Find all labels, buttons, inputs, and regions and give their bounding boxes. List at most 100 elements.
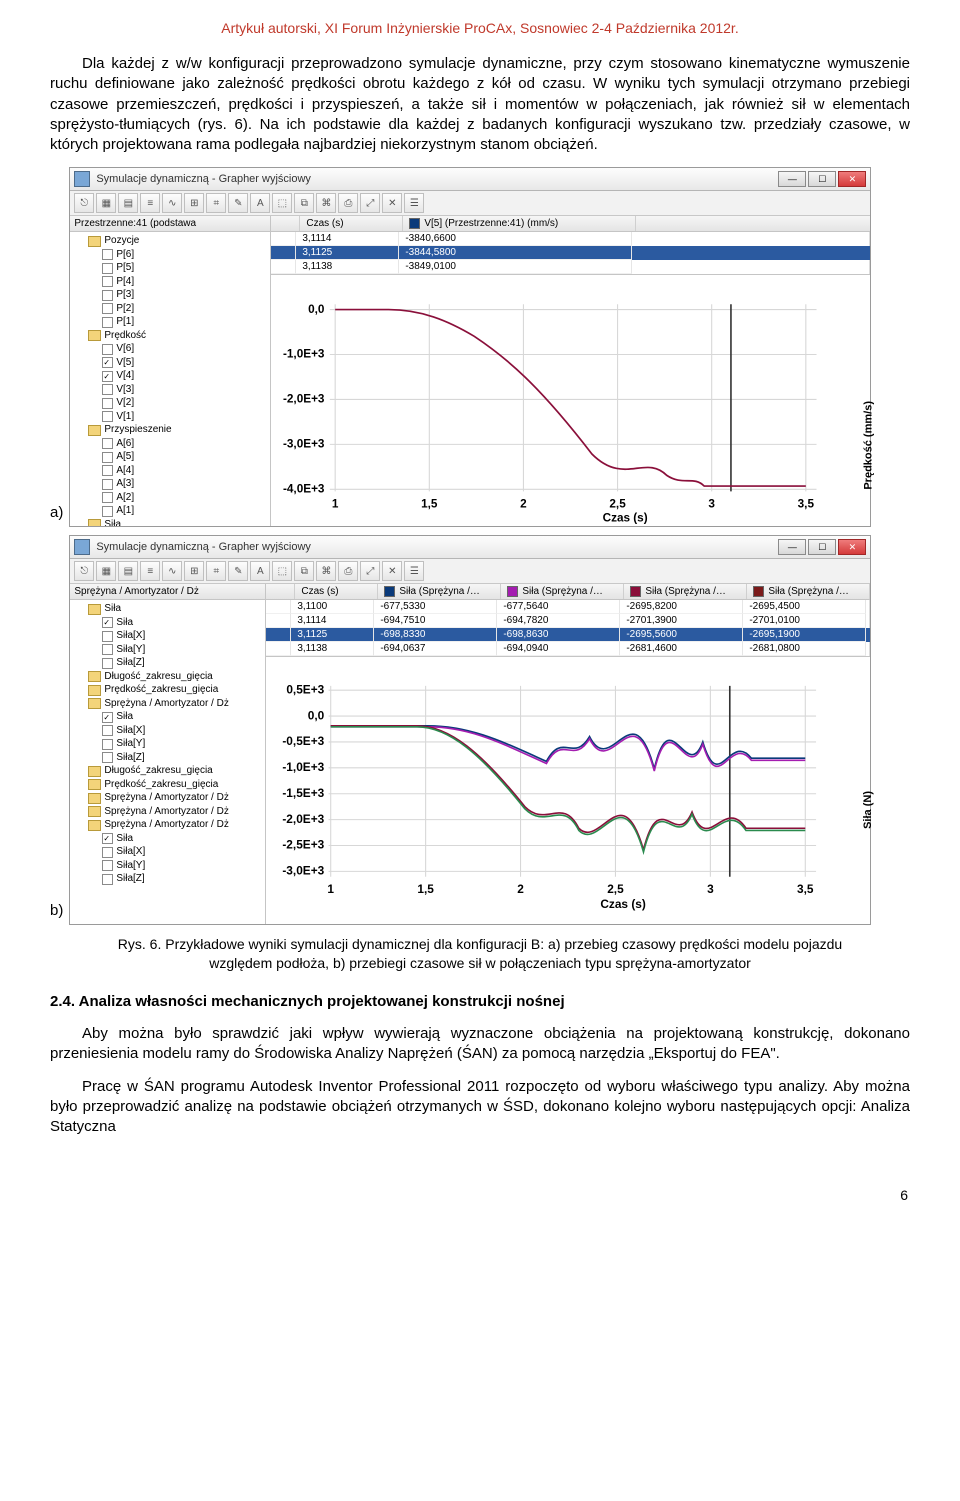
checkbox-icon[interactable] [102, 290, 113, 301]
toolbar-button[interactable]: ▤ [118, 193, 138, 213]
tree-item[interactable]: V[4] [74, 369, 268, 383]
grid-row[interactable]: 3,1114-3840,6600 [271, 232, 870, 246]
tree-group[interactable]: Siła [74, 518, 268, 527]
minimize-button[interactable]: — [778, 539, 806, 555]
checkbox-icon[interactable] [102, 658, 113, 669]
toolbar-button[interactable]: ⬚ [272, 193, 292, 213]
checkbox-icon[interactable] [102, 371, 113, 382]
grid-row[interactable]: 3,1138-3849,0100 [271, 260, 870, 274]
tree-group[interactable]: Pozycje [74, 234, 268, 248]
grid-column-header[interactable]: Siła (Sprężyna /… [501, 584, 624, 599]
grid-column-header[interactable]: Siła (Sprężyna /… [624, 584, 747, 599]
toolbar-button[interactable]: ⤢ [360, 193, 380, 213]
checkbox-icon[interactable] [102, 317, 113, 328]
checkbox-icon[interactable] [102, 631, 113, 642]
toolbar-button[interactable]: ☰ [404, 561, 424, 581]
checkbox-icon[interactable] [102, 384, 113, 395]
toolbar-button[interactable]: ☰ [404, 193, 424, 213]
toolbar-button[interactable]: ✕ [382, 561, 402, 581]
tree-item[interactable]: A[3] [74, 477, 268, 491]
toolbar-button[interactable]: ⌘ [316, 561, 336, 581]
tree-item[interactable]: V[2] [74, 396, 268, 410]
toolbar-button[interactable]: ✕ [382, 193, 402, 213]
tree-item[interactable]: P[4] [74, 275, 268, 289]
toolbar-button[interactable]: ▦ [96, 561, 116, 581]
tree-item[interactable]: P[3] [74, 288, 268, 302]
toolbar-button[interactable]: ⎙ [338, 561, 358, 581]
tree-item[interactable]: A[6] [74, 437, 268, 451]
checkbox-icon[interactable] [102, 249, 113, 260]
toolbar-button[interactable]: ⎙ [338, 193, 358, 213]
close-button[interactable]: ✕ [838, 539, 866, 555]
checkbox-icon[interactable] [102, 303, 113, 314]
checkbox-icon[interactable] [102, 479, 113, 490]
checkbox-icon[interactable] [102, 411, 113, 422]
tree-item[interactable]: A[2] [74, 491, 268, 505]
checkbox-icon[interactable] [102, 847, 113, 858]
grid-body-b[interactable]: 3,1100-677,5330-677,5640-2695,8200-2695,… [266, 600, 870, 656]
tree-group[interactable]: Prędkość_zakresu_gięcia [74, 778, 263, 792]
toolbar-button[interactable]: A [250, 561, 270, 581]
grid-row[interactable]: 3,1100-677,5330-677,5640-2695,8200-2695,… [266, 600, 870, 614]
tree-group[interactable]: Sprężyna / Amortyzator / Dż [74, 697, 263, 711]
checkbox-icon[interactable] [102, 492, 113, 503]
tree-group[interactable]: Przyspieszenie [74, 423, 268, 437]
tree-item[interactable]: V[1] [74, 410, 268, 424]
toolbar-button[interactable]: A [250, 193, 270, 213]
grid-column-header[interactable]: V[5] (Przestrzenne:41) (mm/s) [403, 216, 636, 231]
tree-item[interactable]: Siła[X] [74, 629, 263, 643]
grid-row[interactable]: 3,1125-698,8330-698,8630-2695,5600-2695,… [266, 628, 870, 642]
toolbar-button[interactable]: ⧉ [294, 561, 314, 581]
grid-row[interactable]: 3,1125-3844,5800 [271, 246, 870, 260]
tree-item[interactable]: Siła[Z] [74, 872, 263, 886]
toolbar-button[interactable]: ⤢ [360, 561, 380, 581]
checkbox-icon[interactable] [102, 506, 113, 517]
toolbar-button[interactable]: ⊞ [184, 561, 204, 581]
tree-item[interactable]: V[5] [74, 356, 268, 370]
tree-item[interactable]: A[4] [74, 464, 268, 478]
toolbar-button[interactable]: ⬚ [272, 561, 292, 581]
checkbox-icon[interactable] [102, 725, 113, 736]
tree-group[interactable]: Siła [74, 602, 263, 616]
checkbox-icon[interactable] [102, 833, 113, 844]
tree-pane-a[interactable]: Przestrzenne:41 (podstawa PozycjeP[6]P[5… [70, 216, 271, 526]
tree-item[interactable]: A[1] [74, 504, 268, 518]
toolbar-button[interactable]: ⎋ [74, 561, 94, 581]
checkbox-icon[interactable] [102, 874, 113, 885]
checkbox-icon[interactable] [102, 617, 113, 628]
grid-body-a[interactable]: 3,1114-3840,66003,1125-3844,58003,1138-3… [271, 232, 870, 274]
maximize-button[interactable]: ☐ [808, 171, 836, 187]
tree-item[interactable]: A[5] [74, 450, 268, 464]
tree-group[interactable]: Sprężyna / Amortyzator / Dż [74, 791, 263, 805]
toolbar-button[interactable]: ⧉ [294, 193, 314, 213]
checkbox-icon[interactable] [102, 438, 113, 449]
toolbar-button[interactable]: ∿ [162, 561, 182, 581]
checkbox-icon[interactable] [102, 739, 113, 750]
tree-group[interactable]: Prędkość_zakresu_gięcia [74, 683, 263, 697]
grid-column-header[interactable]: Czas (s) [300, 216, 403, 231]
checkbox-icon[interactable] [102, 452, 113, 463]
close-button[interactable]: ✕ [838, 171, 866, 187]
toolbar-button[interactable]: ≡ [140, 561, 160, 581]
toolbar-button[interactable]: ⎋ [74, 193, 94, 213]
toolbar-button[interactable]: ▤ [118, 561, 138, 581]
checkbox-icon[interactable] [102, 752, 113, 763]
grid-column-header[interactable]: Czas (s) [295, 584, 378, 599]
tree-item[interactable]: Siła[Z] [74, 656, 263, 670]
tree-item[interactable]: Siła[Z] [74, 751, 263, 765]
tree-group[interactable]: Długość_zakresu_gięcia [74, 764, 263, 778]
checkbox-icon[interactable] [102, 263, 113, 274]
checkbox-icon[interactable] [102, 465, 113, 476]
checkbox-icon[interactable] [102, 644, 113, 655]
toolbar-button[interactable]: ✎ [228, 561, 248, 581]
tree-item[interactable]: Siła[Y] [74, 643, 263, 657]
tree-item[interactable]: P[1] [74, 315, 268, 329]
tree-group[interactable]: Długość_zakresu_gięcia [74, 670, 263, 684]
toolbar-button[interactable]: ✎ [228, 193, 248, 213]
tree-item[interactable]: Siła [74, 616, 263, 630]
tree-item[interactable]: V[6] [74, 342, 268, 356]
checkbox-icon[interactable] [102, 276, 113, 287]
grid-row[interactable]: 3,1138-694,0637-694,0940-2681,4600-2681,… [266, 642, 870, 656]
minimize-button[interactable]: — [778, 171, 806, 187]
tree-item[interactable]: Siła [74, 832, 263, 846]
